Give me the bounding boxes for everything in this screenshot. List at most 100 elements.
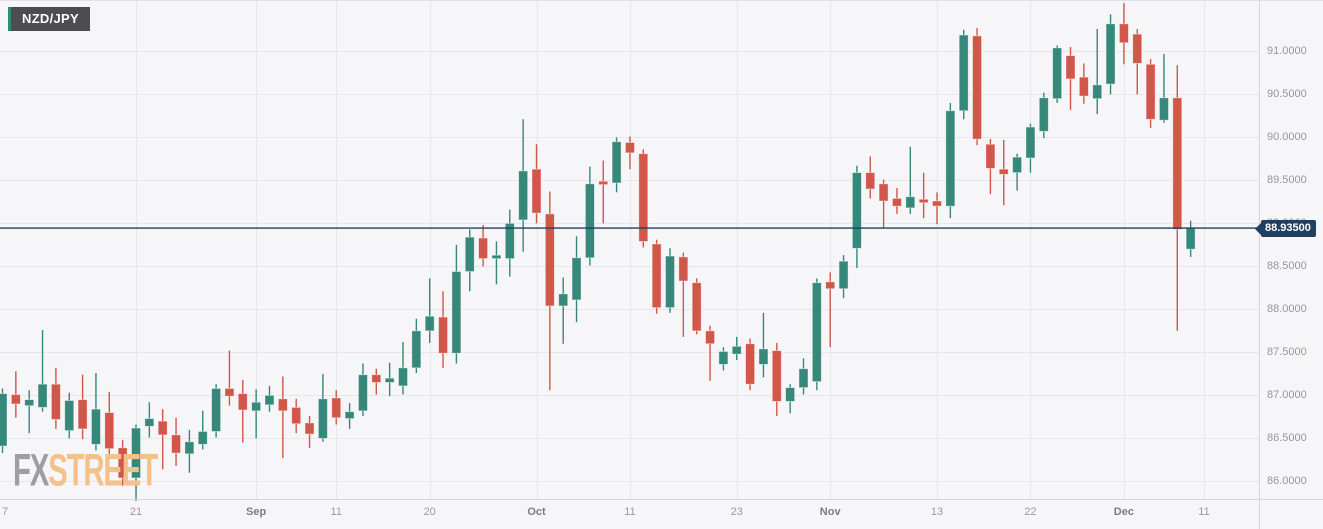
candle-body xyxy=(264,394,275,406)
candle-31 xyxy=(411,318,422,373)
candle-55 xyxy=(731,336,742,361)
candle-body xyxy=(1092,84,1103,100)
candle-0 xyxy=(0,388,8,453)
candle-body xyxy=(998,168,1009,175)
current-price-badge: 88.93500 xyxy=(1255,220,1316,237)
candle-body xyxy=(131,427,141,479)
candle-14 xyxy=(184,429,195,473)
candle-63 xyxy=(838,255,849,299)
price-axis-label: 87.0000 xyxy=(1267,388,1307,401)
candle-body xyxy=(598,180,609,186)
candle-67 xyxy=(892,188,902,214)
candle-body xyxy=(758,348,769,365)
candle-body xyxy=(1012,156,1022,174)
candle-body xyxy=(678,256,689,282)
candle-body xyxy=(504,222,515,260)
candle-body xyxy=(865,172,876,190)
candle-69 xyxy=(918,172,929,219)
candle-body xyxy=(1132,33,1143,64)
candle-body xyxy=(237,393,248,411)
candle-body xyxy=(611,141,622,184)
candle-13 xyxy=(171,417,181,466)
time-axis-label: 11 xyxy=(624,506,636,518)
candle-43 xyxy=(571,236,582,323)
instrument-label: NZD/JPY xyxy=(22,11,80,26)
candle-body xyxy=(852,172,862,249)
price-axis-label: 86.5000 xyxy=(1267,431,1307,444)
candle-57 xyxy=(758,312,769,378)
price-axis-label: 86.0000 xyxy=(1267,474,1307,487)
candle-40 xyxy=(531,144,542,224)
time-axis-label: 21 xyxy=(129,506,143,518)
candle-body xyxy=(745,343,755,385)
candle-30 xyxy=(398,342,408,395)
time-axis-label: Oct xyxy=(527,506,546,518)
candle-body xyxy=(104,412,115,450)
candle-body xyxy=(705,330,715,345)
time-axis-label: 13 xyxy=(930,506,944,518)
candle-78 xyxy=(1038,92,1049,139)
price-axis-label: 90.0000 xyxy=(1267,130,1307,143)
candle-33 xyxy=(438,291,448,368)
candle-70 xyxy=(932,192,942,225)
price-axis-label: 87.5000 xyxy=(1267,345,1307,358)
candle-body xyxy=(37,383,48,408)
candle-body xyxy=(1119,23,1129,44)
candle-body xyxy=(77,399,88,430)
candle-body xyxy=(184,441,195,455)
candle-80 xyxy=(1065,47,1076,110)
candle-87 xyxy=(1159,53,1169,123)
candle-76 xyxy=(1012,153,1022,191)
candle-body xyxy=(544,213,555,307)
candle-body xyxy=(411,330,422,369)
candle-6 xyxy=(77,374,88,440)
time-axis-label: 11 xyxy=(1198,506,1210,518)
candle-79 xyxy=(1052,45,1063,103)
candle-74 xyxy=(985,139,996,195)
candle-42 xyxy=(558,277,569,344)
candle-body xyxy=(331,397,342,419)
candle-89 xyxy=(1185,220,1196,257)
candle-body xyxy=(585,183,595,259)
candle-75 xyxy=(998,139,1009,206)
candle-body xyxy=(371,374,382,383)
candle-body xyxy=(91,408,101,445)
candle-body xyxy=(384,377,395,383)
time-axis-label: 22 xyxy=(1024,506,1037,518)
candle-body xyxy=(972,35,982,140)
candle-25 xyxy=(331,390,342,425)
candle-77 xyxy=(1025,123,1036,173)
candle-body xyxy=(291,406,302,425)
candle-41 xyxy=(544,191,555,391)
candle-body xyxy=(424,315,435,332)
candle-body xyxy=(1065,55,1076,80)
candle-23 xyxy=(304,416,315,448)
candle-body xyxy=(558,293,569,307)
candle-29 xyxy=(384,362,395,397)
candle-88 xyxy=(1172,65,1183,331)
candle-64 xyxy=(852,165,862,269)
candle-body xyxy=(838,260,849,290)
candle-8 xyxy=(104,391,115,454)
candle-body xyxy=(945,110,956,207)
candle-82 xyxy=(1092,29,1103,115)
price-axis-label: 91.0000 xyxy=(1267,44,1307,57)
candle-1 xyxy=(10,371,21,418)
instrument-tag: NZD/JPY xyxy=(8,7,91,31)
candle-body xyxy=(1185,227,1196,250)
candle-22 xyxy=(291,398,302,434)
candle-body xyxy=(24,399,35,407)
candle-48 xyxy=(638,149,649,248)
candle-body xyxy=(358,374,368,412)
price-badge-arrow-icon xyxy=(1255,222,1261,235)
candle-body xyxy=(64,400,75,432)
candle-73 xyxy=(972,28,982,146)
candle-body xyxy=(798,368,809,389)
candle-body xyxy=(464,236,475,272)
candle-62 xyxy=(825,272,836,348)
candle-16 xyxy=(211,384,222,438)
candle-body xyxy=(785,387,796,402)
time-axis-label: 7 xyxy=(1,506,9,518)
